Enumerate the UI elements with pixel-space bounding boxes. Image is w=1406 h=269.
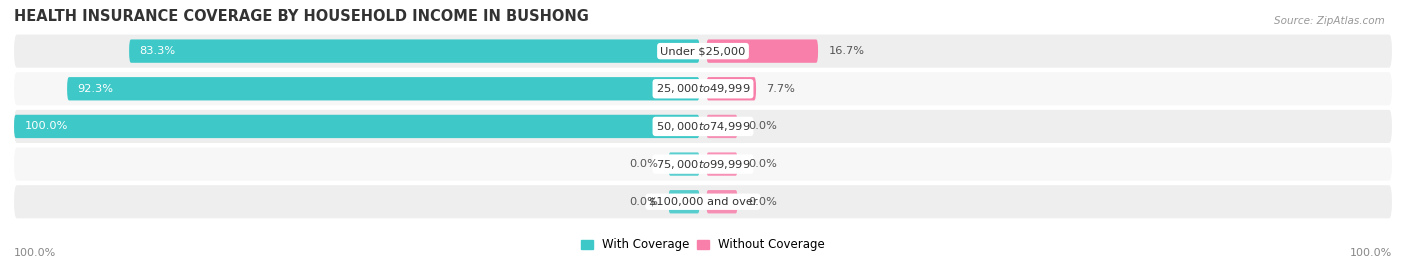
FancyBboxPatch shape [14,115,700,138]
Text: 100.0%: 100.0% [14,248,56,258]
FancyBboxPatch shape [669,190,700,213]
Text: 0.0%: 0.0% [748,159,776,169]
Text: 100.0%: 100.0% [24,121,67,132]
Text: 0.0%: 0.0% [630,197,658,207]
Text: 0.0%: 0.0% [748,197,776,207]
FancyBboxPatch shape [706,153,738,176]
Text: $75,000 to $99,999: $75,000 to $99,999 [655,158,751,171]
FancyBboxPatch shape [14,147,1392,181]
Text: 100.0%: 100.0% [1350,248,1392,258]
Text: 16.7%: 16.7% [828,46,865,56]
FancyBboxPatch shape [706,190,738,213]
Text: 7.7%: 7.7% [766,84,796,94]
FancyBboxPatch shape [669,153,700,176]
FancyBboxPatch shape [706,77,756,100]
FancyBboxPatch shape [129,40,700,63]
Text: $25,000 to $49,999: $25,000 to $49,999 [655,82,751,95]
Text: Under $25,000: Under $25,000 [661,46,745,56]
Text: HEALTH INSURANCE COVERAGE BY HOUSEHOLD INCOME IN BUSHONG: HEALTH INSURANCE COVERAGE BY HOUSEHOLD I… [14,9,589,24]
Text: $100,000 and over: $100,000 and over [648,197,758,207]
FancyBboxPatch shape [14,72,1392,105]
FancyBboxPatch shape [706,115,738,138]
Text: Source: ZipAtlas.com: Source: ZipAtlas.com [1274,16,1385,26]
FancyBboxPatch shape [706,40,818,63]
FancyBboxPatch shape [14,110,1392,143]
Text: $50,000 to $74,999: $50,000 to $74,999 [655,120,751,133]
Legend: With Coverage, Without Coverage: With Coverage, Without Coverage [576,234,830,256]
Text: 0.0%: 0.0% [748,121,776,132]
FancyBboxPatch shape [67,77,700,100]
FancyBboxPatch shape [14,34,1392,68]
FancyBboxPatch shape [14,185,1392,218]
Text: 83.3%: 83.3% [139,46,176,56]
Text: 0.0%: 0.0% [630,159,658,169]
Text: 92.3%: 92.3% [77,84,114,94]
